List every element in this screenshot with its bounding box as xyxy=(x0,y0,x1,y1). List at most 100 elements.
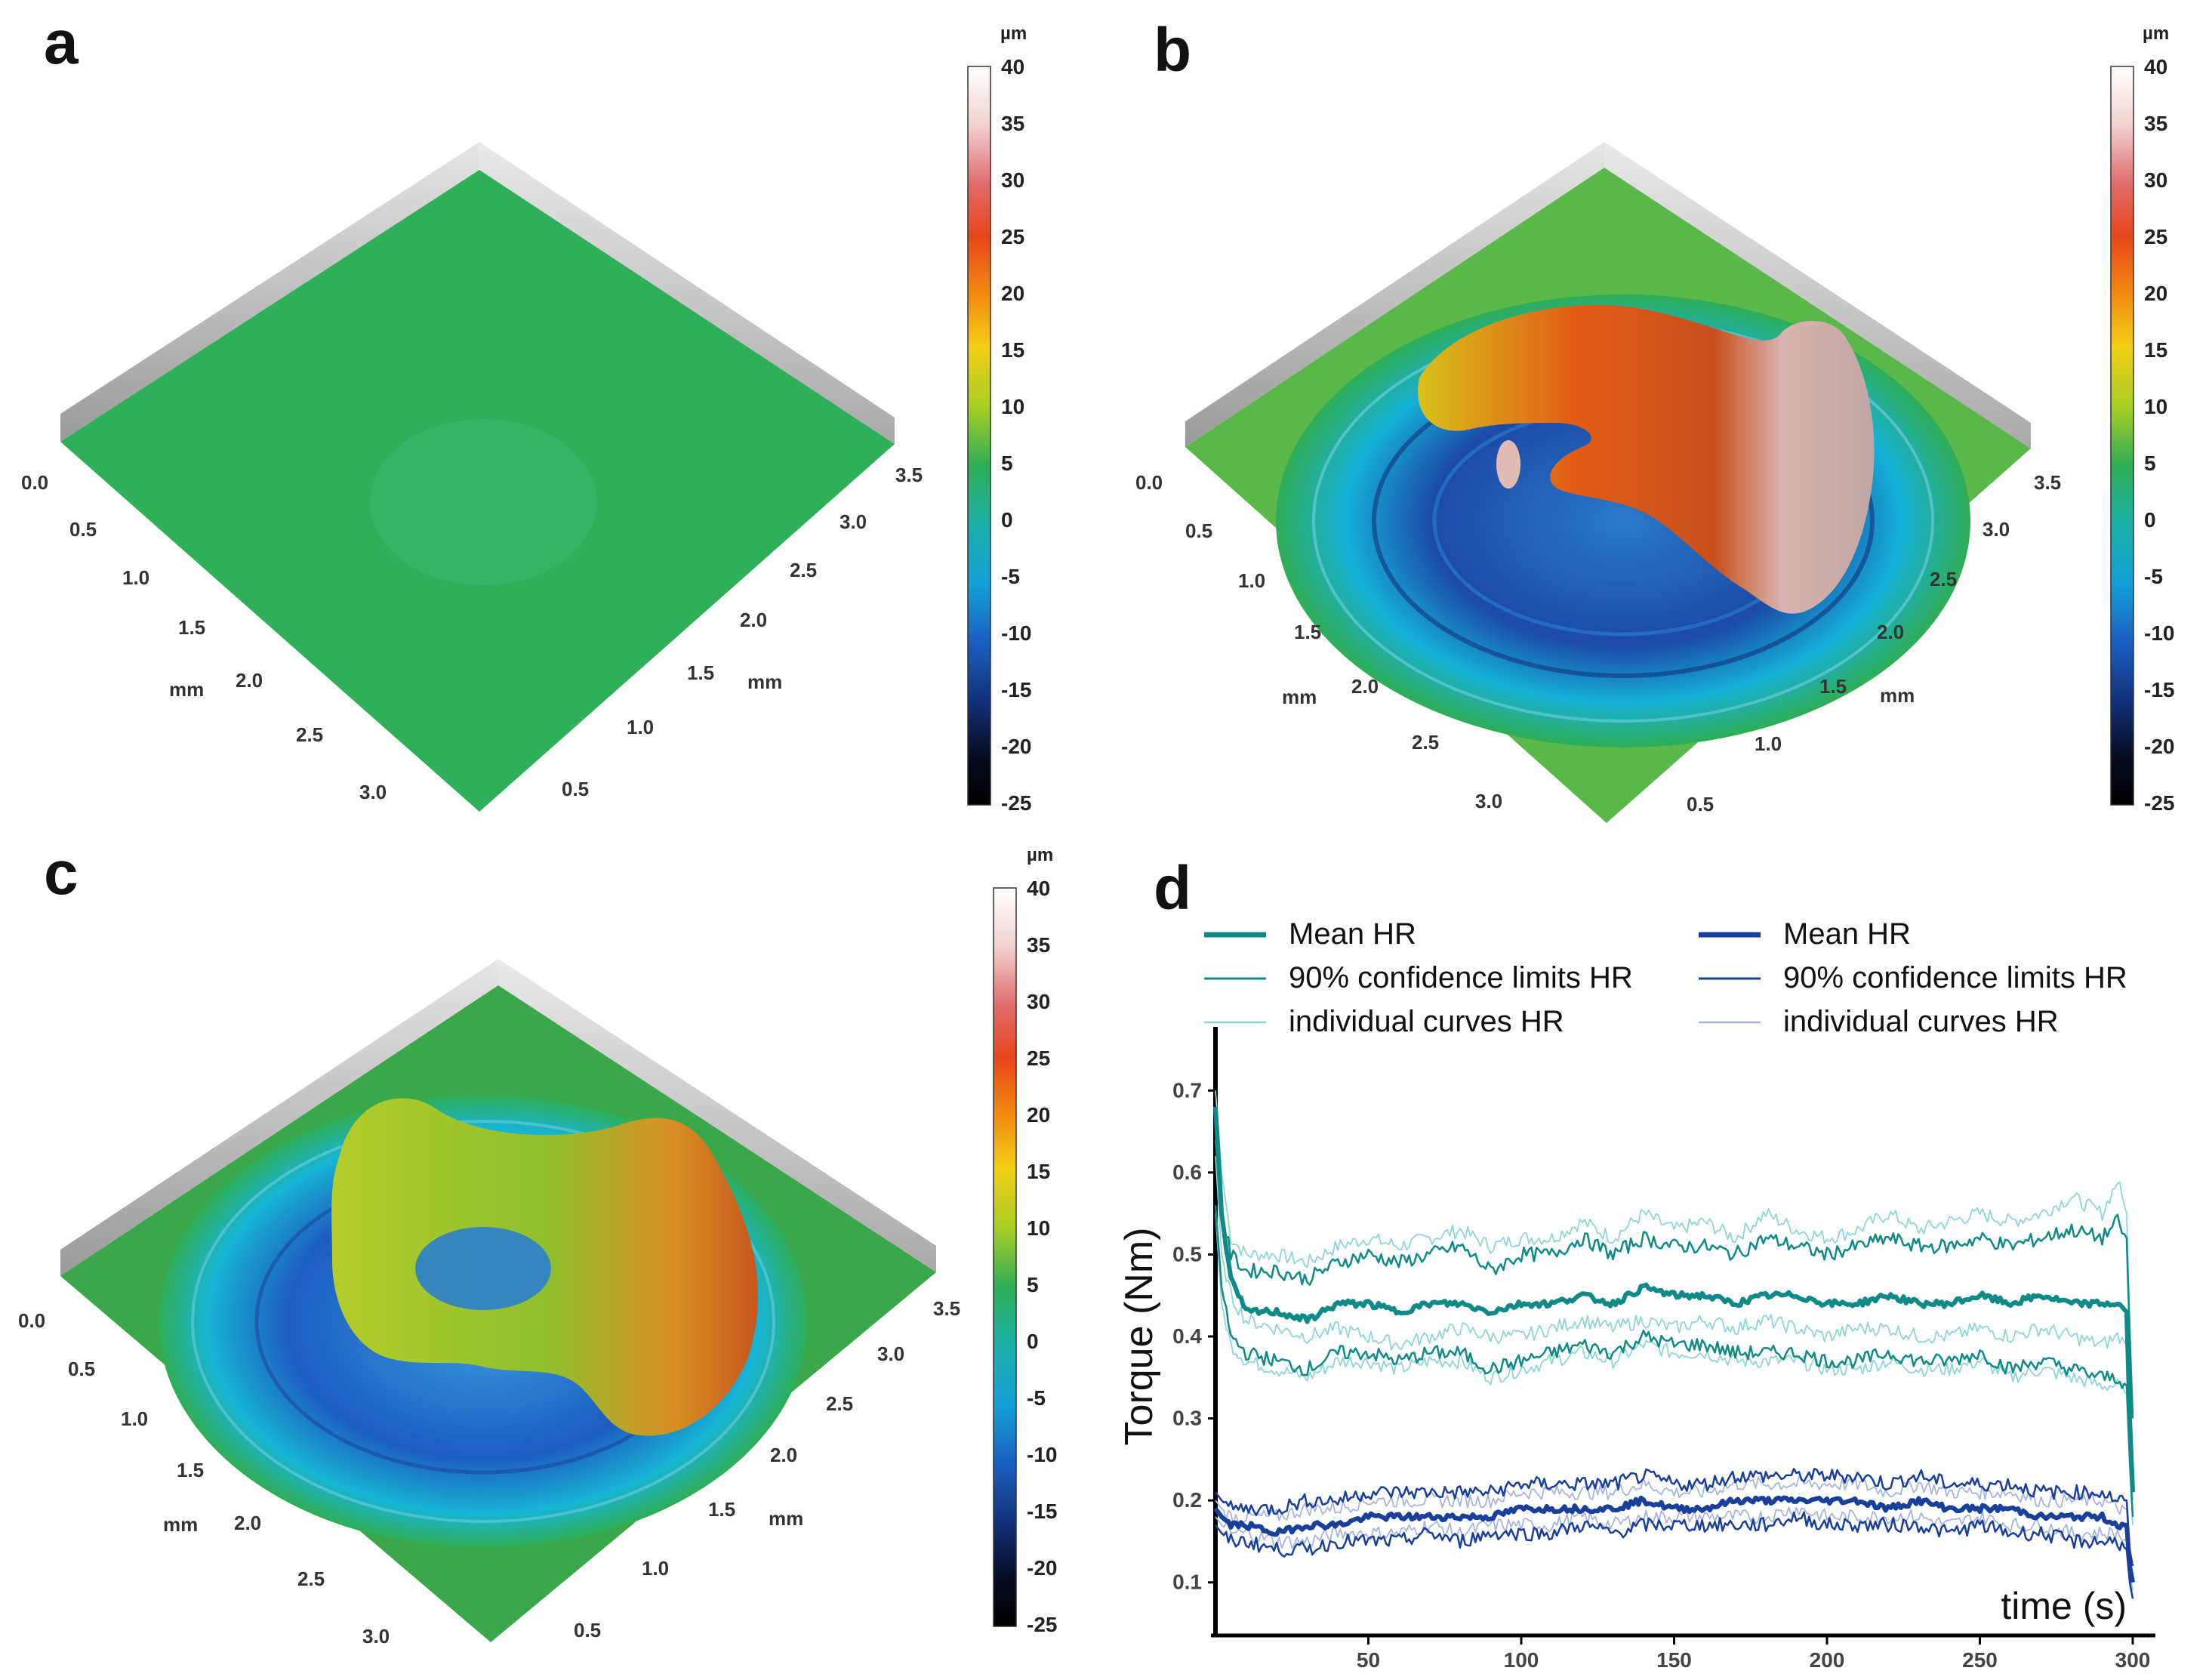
x-tick: 2.0 xyxy=(1351,675,1379,698)
y-tick: 2.5 xyxy=(826,1392,853,1415)
y-tick: 0.5 xyxy=(562,778,589,800)
colorbar-tick: 5 xyxy=(2144,452,2156,475)
x-tick: 3.0 xyxy=(1475,790,1502,812)
colorbar-tick: -25 xyxy=(1027,1613,1057,1636)
y-tick: 1.5 xyxy=(1819,675,1847,698)
colorbar xyxy=(993,887,1017,1627)
colorbar xyxy=(967,66,991,806)
y-tick-label: 0.6 xyxy=(1172,1161,1202,1184)
axis-unit-y: mm xyxy=(1880,684,1915,707)
series-line xyxy=(1214,1139,2134,1419)
y-tick-label: 0.2 xyxy=(1172,1488,1202,1512)
torque-chart: Mean HR 90% confidence limits HR individua… xyxy=(1117,917,2155,1672)
surface-plot-b: 0.0 0.5 1.0 1.5 2.0 2.5 3.0 mm 3.5 3.0 2… xyxy=(1135,23,2174,823)
series-line xyxy=(1215,1213,2134,1525)
colorbar-unit: µm xyxy=(2143,23,2169,44)
y-tick: 3.0 xyxy=(840,510,867,533)
surface-plot-a: 0.0 0.5 1.0 1.5 2.0 2.5 3.0 mm 3.5 3.0 2… xyxy=(21,23,1031,815)
x-tick: 1.5 xyxy=(178,616,205,639)
series xyxy=(1213,1090,2135,1599)
colorbar-tick: -5 xyxy=(1001,565,1020,588)
surface-center-shade xyxy=(370,419,596,585)
colorbar-tick: -5 xyxy=(1027,1386,1046,1410)
colorbar-tick: 0 xyxy=(2144,508,2156,532)
colorbar-tick: 30 xyxy=(1001,168,1024,192)
colorbar xyxy=(2110,66,2134,806)
colorbar-tick: -10 xyxy=(1001,621,1031,645)
colorbar-tick: 20 xyxy=(1027,1103,1050,1127)
x-tick: 2.5 xyxy=(297,1567,325,1590)
colorbar-tick: 10 xyxy=(1027,1216,1050,1240)
x-tick: 0.5 xyxy=(68,1358,95,1380)
y-tick: 3.5 xyxy=(895,464,923,486)
series-line xyxy=(1215,1468,2134,1567)
colorbar-tick: 0 xyxy=(1001,508,1013,532)
colorbar-tick: 25 xyxy=(1027,1047,1050,1070)
colorbar-tick: 5 xyxy=(1001,452,1013,475)
x-tick: 0.0 xyxy=(1135,471,1163,494)
x-tick-label: 150 xyxy=(1656,1648,1692,1672)
colorbar-tick: 5 xyxy=(1027,1273,1039,1296)
x-axis-label: time (s) xyxy=(2001,1585,2127,1627)
y-tick: 2.5 xyxy=(790,559,817,581)
surface-wall-left xyxy=(1185,142,1604,447)
axis-unit-y: mm xyxy=(747,670,782,693)
y-tick: 1.5 xyxy=(708,1498,735,1521)
colorbar-tick: -15 xyxy=(1001,678,1031,701)
x-tick: 2.0 xyxy=(236,669,263,692)
surface-wall-left xyxy=(60,142,479,442)
colorbar-tick: 35 xyxy=(1001,112,1024,135)
colorbar-tick: -25 xyxy=(2144,791,2174,815)
x-tick-label: 50 xyxy=(1357,1648,1380,1672)
x-tick: 0.5 xyxy=(1185,519,1212,542)
series-line xyxy=(1213,1106,2135,1493)
y-tick: 1.5 xyxy=(687,661,714,684)
series-line xyxy=(1214,1205,2134,1517)
axis-unit-y: mm xyxy=(769,1507,803,1530)
y-tick: 3.0 xyxy=(877,1342,904,1365)
colorbar-unit: µm xyxy=(1000,23,1027,44)
y-tick: 1.0 xyxy=(627,716,654,738)
x-tick: 1.5 xyxy=(177,1459,204,1481)
colorbar-tick: 20 xyxy=(1001,282,1024,305)
series-line xyxy=(1215,1475,2134,1575)
legend-label: individual curves HR xyxy=(1783,1005,2059,1038)
x-tick: 3.0 xyxy=(359,781,387,803)
y-tick: 1.0 xyxy=(1755,732,1782,755)
series-line xyxy=(1215,1090,2134,1410)
colorbar-tick: -5 xyxy=(2144,565,2163,588)
colorbar-tick: 30 xyxy=(1027,990,1050,1013)
axis-unit-x: mm xyxy=(1282,686,1317,708)
x-tick-label: 250 xyxy=(1962,1648,1998,1672)
panel-label-c: c xyxy=(44,839,79,908)
colorbar-tick: 15 xyxy=(1001,338,1024,362)
x-tick: 0.0 xyxy=(21,471,48,494)
surface-plot-c: 0.0 0.5 1.0 1.5 2.0 2.5 3.0 mm 3.5 3.0 2… xyxy=(18,845,1057,1648)
colorbar-tick: 25 xyxy=(2144,225,2167,248)
x-tick: 0.0 xyxy=(18,1309,45,1332)
y-tick: 3.5 xyxy=(933,1297,960,1320)
y-tick: 2.0 xyxy=(770,1444,797,1466)
colorbar-tick: 40 xyxy=(2144,55,2167,79)
colorbar-tick: 15 xyxy=(2144,338,2167,362)
deposit-fragment xyxy=(1496,440,1520,489)
colorbar-tick: 40 xyxy=(1027,877,1050,900)
colorbar-tick: 35 xyxy=(1027,933,1050,957)
x-tick: 2.5 xyxy=(1412,731,1439,754)
panel-label-a: a xyxy=(44,8,79,77)
colorbar-tick: -15 xyxy=(2144,678,2174,701)
y-tick-label: 0.7 xyxy=(1172,1078,1202,1102)
x-tick-label: 200 xyxy=(1810,1648,1845,1672)
y-tick: 2.5 xyxy=(1930,568,1957,590)
surface-wall-right xyxy=(498,959,936,1272)
series-line xyxy=(1215,1511,2134,1599)
colorbar-ticks: 40 35 30 25 20 15 10 5 0 -5 -10 -15 -20 … xyxy=(1027,877,1057,1636)
legend-label: 90% confidence limits HR xyxy=(1289,961,1633,994)
colorbar-tick: -15 xyxy=(1027,1500,1057,1523)
colorbar-tick: -10 xyxy=(1027,1443,1057,1466)
deposit-hole xyxy=(415,1227,551,1310)
x-tick: 1.5 xyxy=(1294,621,1321,643)
y-tick: 2.0 xyxy=(740,609,767,631)
x-tick: 2.5 xyxy=(296,723,323,746)
y-tick: 2.0 xyxy=(1877,621,1904,643)
